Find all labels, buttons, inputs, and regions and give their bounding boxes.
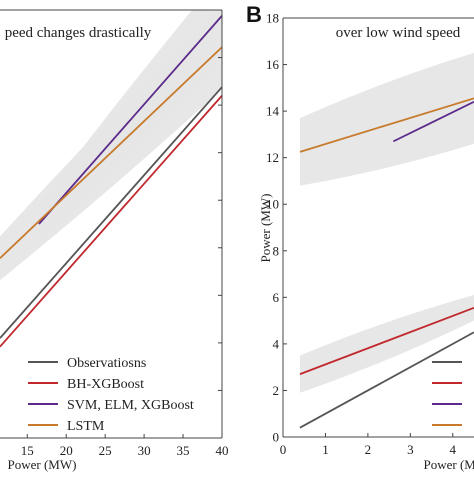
legend-0: Observatiosns BH-XGBoost SVM, ELM, XGBoost…: [28, 356, 194, 434]
y-tick-label-1-6: 12: [266, 150, 279, 165]
x-tick-label-0-2: 25: [99, 443, 112, 458]
series-line-1-3: [299, 97, 474, 153]
x-tick-label-1-3: 3: [407, 442, 414, 457]
panel-0: 15 20 25 30 35 40 peed changes drastically Powe…: [0, 9, 229, 472]
legend-label-0-1: BH-XGBoost: [67, 377, 144, 392]
y-tick-label-1-0: 0: [273, 430, 280, 445]
series-line-1-0: [299, 331, 474, 429]
confidence-band-1-3: [299, 52, 474, 186]
x-axis-label-1: Power (MW): [424, 457, 474, 472]
y-tick-label-1-1: 2: [273, 383, 280, 398]
x-axis-label-0: Power (MW): [8, 457, 77, 472]
x-tick-label-1-4: 4: [450, 442, 457, 457]
x-tick-label-0-3: 30: [138, 443, 151, 458]
series-line-1-2: [392, 100, 474, 143]
y-tick-label-1-7: 14: [266, 104, 280, 119]
y-tick-label-1-4: 8: [273, 243, 280, 258]
y-tick-label-1-5: 10: [266, 197, 279, 212]
legend-label-0-0: Observatiosns: [67, 356, 146, 371]
x-tick-label-1-1: 1: [322, 442, 329, 457]
panel-label: B: [246, 2, 262, 27]
x-tick-label-0-5: 40: [216, 443, 229, 458]
legend-1: [432, 361, 462, 426]
series-line-1-1: [299, 306, 474, 375]
series-line-0-0: [0, 86, 222, 339]
series-line-0-2: [38, 15, 222, 225]
legend-label-0-2: SVM, ELM, XGBoost: [67, 398, 194, 413]
y-axis-label-1: Power (MW): [258, 194, 273, 263]
x-tick-label-0-0: 15: [21, 443, 34, 458]
x-tick-label-1-0: 0: [280, 442, 287, 457]
confidence-band-1-1: [299, 295, 474, 393]
x-tick-label-1-2: 2: [365, 442, 372, 457]
y-tick-label-1-3: 6: [273, 290, 280, 305]
plot-area-1: [299, 52, 474, 429]
chart-title-1: over low wind speed: [336, 25, 461, 41]
legend-label-0-3: LSTM: [67, 419, 105, 434]
x-tick-label-0-4: 35: [177, 443, 190, 458]
series-line-0-3: [0, 46, 222, 259]
chart-title-0: peed changes drastically: [5, 25, 152, 41]
plot-area-0: [0, 10, 222, 348]
x-tick-label-0-1: 20: [60, 443, 73, 458]
y-tick-label-1-8: 16: [266, 57, 280, 72]
y-tick-label-1-2: 4: [273, 336, 280, 351]
series-line-0-1: [0, 95, 222, 348]
y-tick-label-1-9: 18: [266, 11, 279, 26]
